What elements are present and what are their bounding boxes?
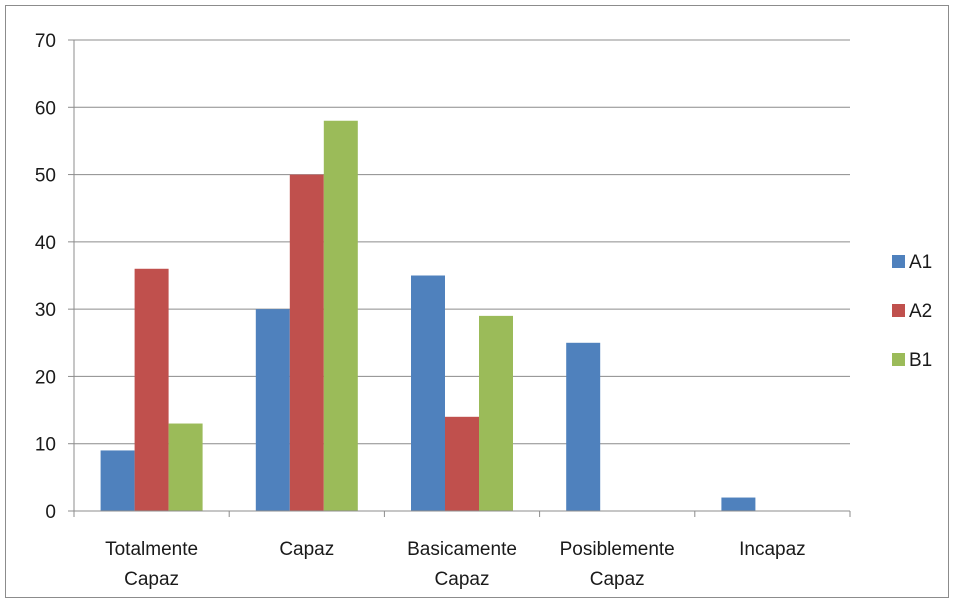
x-tick-label: Capaz bbox=[124, 569, 179, 590]
bar-b1 bbox=[323, 120, 358, 511]
bar-a1 bbox=[411, 275, 445, 511]
y-tick-label: 0 bbox=[45, 502, 56, 523]
legend-label-a2: A2 bbox=[909, 301, 932, 322]
bar-a1 bbox=[255, 309, 290, 511]
x-tick-label: Posiblemente bbox=[560, 539, 675, 560]
y-tick-label: 20 bbox=[35, 367, 56, 388]
bar-b1 bbox=[479, 315, 513, 511]
y-tick-label: 30 bbox=[35, 300, 56, 321]
bar-b1 bbox=[168, 423, 203, 511]
x-tick-label: Capaz bbox=[590, 569, 645, 590]
bar-a1 bbox=[100, 450, 135, 511]
legend-label-b1: B1 bbox=[909, 350, 932, 371]
legend-swatch-a1 bbox=[892, 255, 905, 268]
bar-a1 bbox=[566, 342, 601, 511]
x-tick-label: Basicamente bbox=[407, 539, 517, 560]
y-tick-label: 40 bbox=[35, 233, 56, 254]
y-tick-label: 50 bbox=[35, 166, 56, 187]
legend-swatch-b1 bbox=[892, 353, 905, 366]
legend-swatch-a2 bbox=[892, 304, 905, 317]
y-tick-label: 10 bbox=[35, 435, 56, 456]
legend-label-a1: A1 bbox=[909, 252, 932, 273]
x-tick-label: Capaz bbox=[435, 569, 490, 590]
bar-a2 bbox=[445, 416, 479, 511]
bar-a1 bbox=[721, 497, 756, 511]
bar-a2 bbox=[134, 268, 169, 511]
y-tick-label: 70 bbox=[35, 31, 56, 52]
x-tick-label: Totalmente bbox=[105, 539, 198, 560]
x-tick-label: Incapaz bbox=[739, 539, 806, 560]
bar-a2 bbox=[289, 174, 324, 512]
x-tick-label: Capaz bbox=[279, 539, 334, 560]
y-tick-label: 60 bbox=[35, 98, 56, 119]
